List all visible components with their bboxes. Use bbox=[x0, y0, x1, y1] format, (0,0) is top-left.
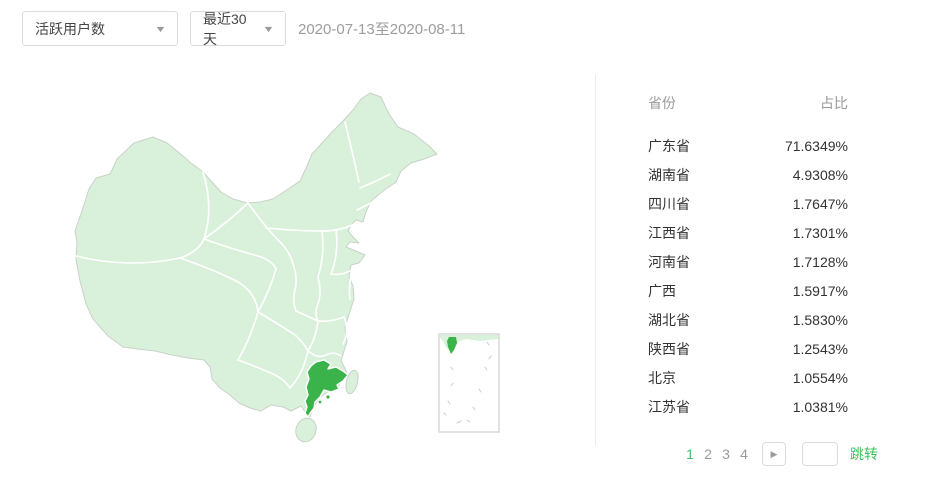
south-china-sea-inset bbox=[438, 333, 500, 433]
jump-button[interactable]: 跳转 bbox=[850, 446, 878, 462]
province-share: 71.6349% bbox=[784, 138, 848, 154]
table-row: 广西 1.5917% bbox=[648, 277, 848, 306]
page-number-4[interactable]: 4 bbox=[740, 446, 748, 462]
table-row: 湖南省 4.9308% bbox=[648, 161, 848, 190]
hainan-island[interactable] bbox=[293, 415, 319, 444]
province-share: 1.5917% bbox=[792, 283, 848, 299]
province-name: 河南省 bbox=[648, 254, 690, 270]
province-share: 1.7301% bbox=[792, 225, 848, 241]
province-share: 1.7647% bbox=[792, 196, 848, 212]
date-range-select[interactable]: 最近30天 ▼ bbox=[190, 10, 286, 47]
metric-select-value: 活跃用户数 bbox=[35, 20, 105, 37]
table-row: 四川省 1.7647% bbox=[648, 190, 848, 219]
jump-page-input[interactable] bbox=[802, 442, 838, 466]
province-share: 1.5830% bbox=[792, 312, 848, 328]
table-row: 陕西省 1.2543% bbox=[648, 335, 848, 364]
province-share: 1.7128% bbox=[792, 254, 848, 270]
column-header-province: 省份 bbox=[648, 95, 676, 111]
highlighted-province-guangdong[interactable] bbox=[304, 359, 349, 418]
chevron-down-icon: ▼ bbox=[154, 23, 167, 34]
page-number-3[interactable]: 3 bbox=[722, 446, 730, 462]
province-name: 湖北省 bbox=[648, 312, 690, 328]
next-page-button[interactable]: ▶ bbox=[762, 442, 786, 466]
province-name: 湖南省 bbox=[648, 167, 690, 183]
province-share: 1.0381% bbox=[792, 399, 848, 415]
table-row: 湖北省 1.5830% bbox=[648, 306, 848, 335]
province-name: 江苏省 bbox=[648, 399, 690, 415]
taiwan-island[interactable] bbox=[344, 369, 360, 395]
page-number-1[interactable]: 1 bbox=[686, 446, 694, 462]
table-row: 北京 1.0554% bbox=[648, 364, 848, 393]
china-map bbox=[60, 70, 620, 470]
province-borders bbox=[75, 121, 391, 389]
province-share-panel: 省份 占比 广东省 71.6349% 湖南省 4.9308% 四川省 1.764… bbox=[648, 89, 848, 422]
province-name: 北京 bbox=[648, 370, 676, 386]
column-header-share: 占比 bbox=[820, 95, 848, 111]
date-range-text: 2020-07-13至2020-08-11 bbox=[298, 21, 466, 38]
province-share: 4.9308% bbox=[792, 167, 848, 183]
range-select-value: 最近30天 bbox=[203, 10, 247, 47]
province-share: 1.0554% bbox=[792, 370, 848, 386]
province-name: 江西省 bbox=[648, 225, 690, 241]
section-divider bbox=[595, 75, 596, 445]
table-row: 广东省 71.6349% bbox=[648, 132, 848, 161]
page-number-2[interactable]: 2 bbox=[704, 446, 712, 462]
metric-select[interactable]: 活跃用户数 ▼ bbox=[22, 11, 178, 46]
table-row: 河南省 1.7128% bbox=[648, 248, 848, 277]
province-share: 1.2543% bbox=[792, 341, 848, 357]
province-name: 四川省 bbox=[648, 196, 690, 212]
table-body: 广东省 71.6349% 湖南省 4.9308% 四川省 1.7647% 江西省… bbox=[648, 132, 848, 422]
inset-islands bbox=[443, 341, 492, 424]
table-header: 省份 占比 bbox=[648, 89, 848, 117]
inset-guangdong-tip bbox=[447, 337, 457, 354]
province-name: 广西 bbox=[648, 283, 676, 299]
province-name: 广东省 bbox=[648, 138, 690, 154]
table-row: 江西省 1.7301% bbox=[648, 219, 848, 248]
province-name: 陕西省 bbox=[648, 341, 690, 357]
chevron-down-icon: ▼ bbox=[262, 23, 275, 34]
table-row: 江苏省 1.0381% bbox=[648, 393, 848, 422]
